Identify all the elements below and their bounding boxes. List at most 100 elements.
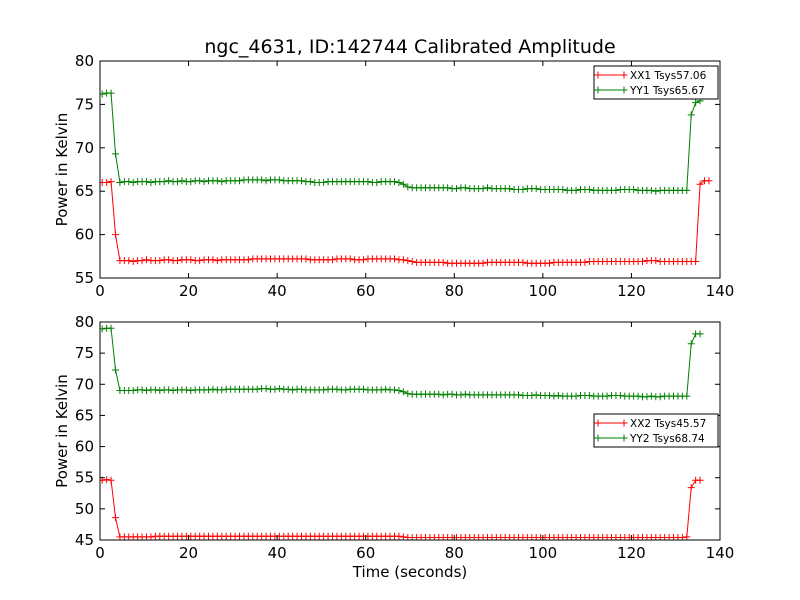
data-point bbox=[687, 484, 695, 492]
data-point bbox=[209, 385, 217, 393]
data-point bbox=[196, 177, 204, 185]
y-tick-label: 50 bbox=[75, 500, 94, 518]
x-tick-label: 140 bbox=[706, 282, 735, 300]
data-point bbox=[696, 476, 704, 484]
x-tick-label: 80 bbox=[445, 282, 464, 300]
data-point bbox=[572, 186, 580, 194]
x-tick-label: 0 bbox=[95, 544, 105, 562]
legend-swatch-marker bbox=[620, 419, 628, 427]
x-tick-label: 20 bbox=[179, 544, 198, 562]
x-tick-label: 140 bbox=[706, 544, 735, 562]
data-point bbox=[103, 476, 111, 484]
data-point bbox=[174, 178, 181, 186]
data-point bbox=[652, 187, 660, 195]
data-point bbox=[253, 385, 261, 393]
data-point bbox=[550, 392, 558, 400]
y-tick-label: 45 bbox=[75, 531, 94, 549]
y-tick-label: 80 bbox=[75, 52, 94, 70]
data-point bbox=[399, 180, 407, 188]
data-point bbox=[147, 179, 155, 187]
data-point bbox=[129, 179, 137, 187]
series-yy2 bbox=[100, 324, 704, 401]
x-tick-label: 120 bbox=[617, 544, 646, 562]
data-point bbox=[435, 390, 443, 398]
data-point bbox=[448, 390, 456, 398]
data-point bbox=[156, 387, 164, 395]
legend-swatch-marker bbox=[594, 434, 602, 442]
data-point bbox=[395, 532, 403, 540]
data-point bbox=[692, 99, 700, 107]
data-point bbox=[546, 392, 553, 399]
data-point bbox=[408, 258, 416, 266]
data-point bbox=[395, 179, 403, 187]
data-point bbox=[107, 178, 115, 186]
data-point bbox=[187, 387, 195, 395]
legend-entry-label: XX2 Tsys45.57 bbox=[630, 418, 706, 430]
data-point bbox=[112, 366, 119, 374]
legend-swatch-marker bbox=[594, 86, 602, 94]
data-point bbox=[342, 386, 350, 394]
data-point bbox=[275, 385, 283, 393]
data-point bbox=[298, 385, 305, 393]
data-point bbox=[187, 178, 195, 186]
data-point bbox=[165, 256, 173, 264]
data-point bbox=[484, 184, 491, 192]
data-point bbox=[399, 533, 407, 540]
data-point bbox=[519, 258, 527, 266]
data-point bbox=[404, 390, 412, 398]
data-point bbox=[705, 177, 713, 185]
data-point bbox=[399, 256, 407, 264]
data-point bbox=[165, 177, 173, 185]
data-point bbox=[289, 386, 297, 394]
data-point bbox=[532, 185, 540, 193]
data-point bbox=[302, 255, 310, 263]
data-point bbox=[656, 393, 664, 401]
data-point bbox=[399, 388, 407, 396]
data-point bbox=[439, 258, 447, 266]
data-point bbox=[298, 177, 305, 185]
data-point bbox=[444, 184, 452, 192]
data-point bbox=[382, 385, 390, 393]
data-point bbox=[404, 257, 412, 265]
data-point bbox=[391, 386, 398, 394]
data-point bbox=[174, 257, 181, 265]
data-point bbox=[683, 392, 691, 400]
data-point bbox=[100, 325, 106, 333]
legend-entry-label: XX1 Tsys57.06 bbox=[630, 70, 707, 82]
data-point bbox=[630, 185, 638, 193]
data-point bbox=[143, 178, 150, 186]
data-point bbox=[333, 385, 341, 393]
legend-box bbox=[593, 65, 719, 100]
data-point bbox=[643, 393, 651, 401]
data-point bbox=[634, 392, 642, 400]
data-point bbox=[306, 178, 314, 186]
data-point bbox=[156, 257, 164, 265]
data-point bbox=[213, 257, 221, 265]
x-tick-label: 120 bbox=[617, 282, 646, 300]
data-point bbox=[603, 392, 611, 400]
legend-entry-label: YY2 Tsys68.74 bbox=[629, 433, 705, 445]
data-point bbox=[519, 185, 527, 193]
data-point bbox=[125, 257, 133, 265]
legend-entry-label: YY1 Tsys65.67 bbox=[629, 85, 705, 97]
data-point bbox=[546, 259, 553, 267]
y-tick-label: 75 bbox=[75, 95, 94, 113]
x-tick-label: 20 bbox=[179, 282, 198, 300]
data-point bbox=[696, 330, 704, 338]
chart-panel-1: 0 20 40 60 80 100 120 140 55 60 65 70 75 80 Power in K… bbox=[53, 52, 734, 300]
x-tick-label: 40 bbox=[268, 544, 287, 562]
data-point bbox=[687, 111, 695, 119]
data-point bbox=[143, 256, 150, 264]
data-point bbox=[683, 533, 691, 540]
y-tick-label: 80 bbox=[75, 313, 94, 331]
data-point bbox=[647, 392, 655, 400]
data-point bbox=[103, 179, 111, 187]
data-point bbox=[100, 90, 106, 98]
data-point bbox=[616, 392, 624, 399]
data-point bbox=[320, 179, 328, 187]
data-point bbox=[647, 186, 655, 194]
data-point bbox=[129, 258, 137, 266]
data-point bbox=[652, 257, 660, 265]
legend: XX1 Tsys57.06 YY1 Tsys65.67 bbox=[593, 65, 719, 100]
data-point bbox=[244, 256, 252, 264]
